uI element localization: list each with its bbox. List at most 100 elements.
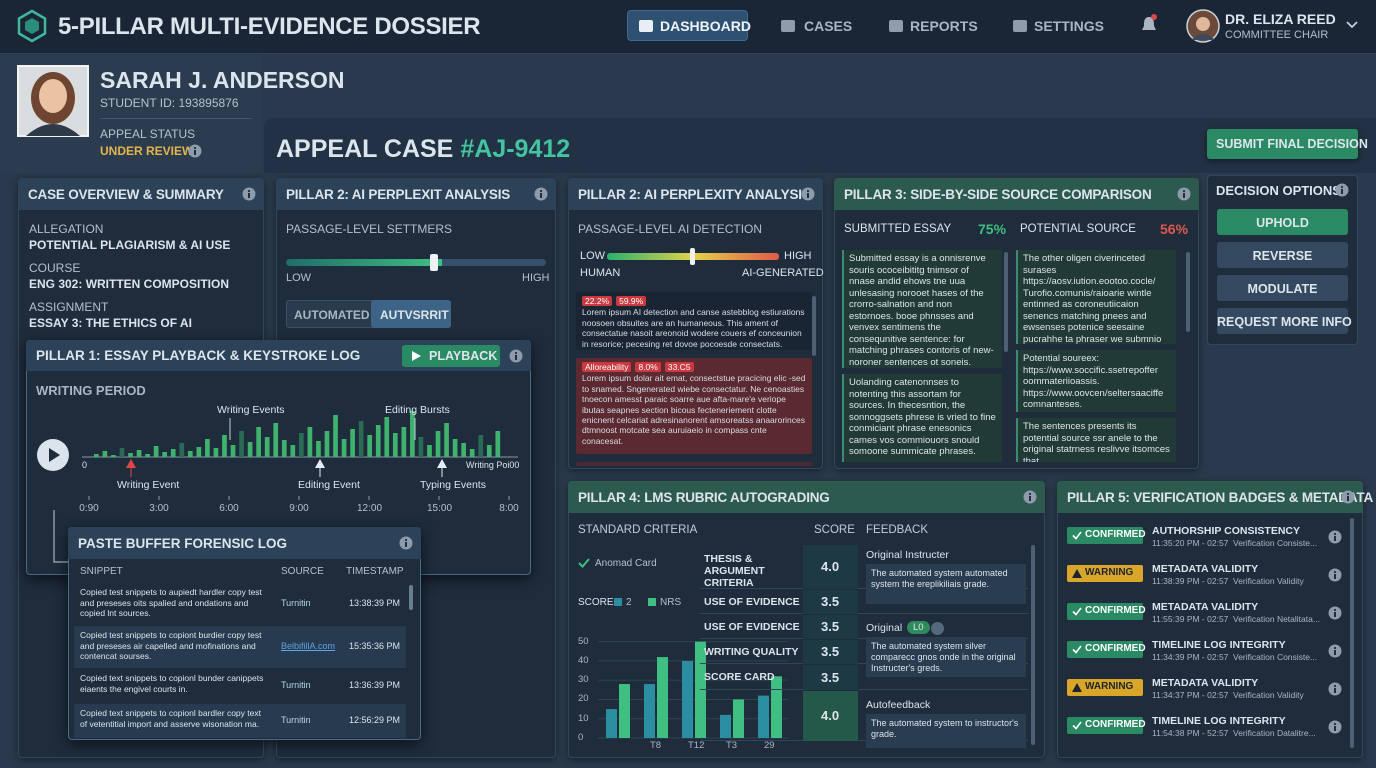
activity-bar bbox=[273, 423, 279, 457]
activity-bar bbox=[384, 417, 390, 457]
timestamp: 12:56:29 PM bbox=[349, 715, 401, 725]
activity-bar bbox=[290, 445, 296, 457]
info-stem bbox=[1334, 574, 1336, 579]
x-tick-label: 12:00 bbox=[357, 503, 383, 514]
avatar-body bbox=[1191, 34, 1215, 40]
x-tick-label: 9:00 bbox=[289, 503, 309, 514]
playback-button[interactable]: PLAYBACK bbox=[402, 345, 500, 367]
feedback-box: The automated system automated system th… bbox=[866, 564, 1026, 604]
x-tick-label: 15:00 bbox=[427, 503, 453, 514]
info-dot bbox=[1346, 492, 1350, 496]
info-dot bbox=[1333, 608, 1337, 612]
period-label: WRITING PERIOD bbox=[36, 383, 146, 398]
nav-icon-shape bbox=[639, 20, 653, 32]
status-badge: CONFIRMED bbox=[1067, 717, 1146, 734]
badge-icon bbox=[1072, 569, 1082, 578]
badge-icon bbox=[1072, 531, 1082, 540]
feedback-box: The automated system silver comparecc gn… bbox=[866, 637, 1026, 677]
panel-title: PILLAR 3: SIDE-BY-SIDE SOURCE COMPARISON bbox=[844, 187, 1152, 202]
decision-label: REQUEST MORE INFO bbox=[1217, 315, 1352, 329]
decision-button[interactable]: MODULATE bbox=[1217, 275, 1348, 301]
activity-bar bbox=[461, 443, 466, 457]
annotation: Typing Events bbox=[420, 479, 486, 491]
scale-low: LOW bbox=[580, 250, 606, 262]
info-stem bbox=[1334, 650, 1336, 655]
score: 4.0 bbox=[821, 559, 840, 574]
student-photo bbox=[17, 65, 89, 137]
nav-item[interactable]: SETTINGS bbox=[1034, 18, 1105, 34]
badge-icon bbox=[1072, 721, 1082, 730]
end-label: Writing Poi00 bbox=[466, 460, 520, 470]
nav-item[interactable]: REPORTS bbox=[910, 18, 978, 34]
flag: 22.2% bbox=[582, 296, 613, 307]
slider-knob[interactable] bbox=[430, 254, 438, 271]
activity-bar bbox=[94, 454, 99, 457]
bell-icon bbox=[1142, 14, 1157, 30]
item-title: METADATA VALIDITY bbox=[1152, 601, 1259, 613]
criterion: USE OF EVIDENCE bbox=[704, 621, 800, 633]
info-dot bbox=[1333, 570, 1337, 574]
field-value: ESSAY 3: THE ETHICS OF AI bbox=[29, 316, 192, 330]
slider-track[interactable] bbox=[286, 259, 546, 266]
info-icon bbox=[1328, 568, 1342, 582]
item-title: TIMELINE LOG INTEGRITY bbox=[1152, 639, 1286, 651]
info-icon bbox=[1341, 490, 1355, 504]
bar bbox=[657, 657, 668, 738]
annotation: Writing Events bbox=[217, 404, 285, 416]
activity-bar bbox=[170, 449, 176, 457]
feedback-tag: L0 bbox=[907, 621, 930, 634]
badge-label: CONFIRMED bbox=[1085, 529, 1146, 540]
activity-bar bbox=[444, 423, 449, 457]
panel-title: PILLAR 1: ESSAY PLAYBACK & KEYSTROKE LOG bbox=[36, 348, 361, 363]
info-stem bbox=[807, 193, 809, 198]
compare-column: The other oligen civerinceted surases ht… bbox=[1016, 250, 1182, 462]
activity-bar bbox=[486, 445, 492, 457]
decision-button[interactable]: REQUEST MORE INFO bbox=[1217, 308, 1352, 334]
info-dot bbox=[247, 189, 251, 193]
nav-item[interactable]: DASHBOARD bbox=[660, 18, 751, 34]
submit-button[interactable]: SUBMIT FINAL DECISION bbox=[1207, 129, 1368, 159]
detect-marker bbox=[690, 248, 695, 265]
nav-icon bbox=[781, 20, 795, 32]
card-label: Anomad Card bbox=[595, 558, 657, 569]
item-time: 11:55:39 PM - 02:57 bbox=[1152, 614, 1229, 624]
nav-item[interactable]: CASES bbox=[804, 18, 853, 34]
nav-icon-shape bbox=[781, 20, 795, 32]
badge-label: CONFIRMED bbox=[1085, 643, 1146, 654]
legend-name: NRS bbox=[660, 597, 682, 608]
decision-button[interactable]: REVERSE bbox=[1217, 242, 1348, 268]
info-dot bbox=[539, 189, 543, 193]
activity-bar bbox=[162, 452, 168, 457]
criterion: WRITING QUALITY bbox=[704, 646, 799, 658]
scrollbar bbox=[1186, 252, 1190, 332]
score-cell bbox=[803, 640, 858, 664]
activity-bar bbox=[410, 411, 415, 457]
legend-swatch bbox=[648, 598, 656, 606]
badge-icon bbox=[1072, 645, 1082, 654]
event-marker bbox=[126, 459, 136, 468]
log-row bbox=[74, 626, 406, 668]
column-heading: TIMESTAMP bbox=[346, 566, 404, 577]
toggle-active[interactable] bbox=[371, 300, 451, 328]
toggle-option[interactable]: AUTOMATED bbox=[294, 308, 370, 322]
toggle-option[interactable]: AUTVSRRIT bbox=[380, 308, 449, 322]
check-path bbox=[578, 558, 590, 568]
source: Turnitin bbox=[281, 680, 311, 690]
score-cell bbox=[803, 665, 858, 690]
item-title: AUTHORSHIP CONSISTENCY bbox=[1152, 525, 1300, 537]
item-time: 11:35:20 PM - 02:57 bbox=[1152, 538, 1229, 548]
compare-block: The sentences presents its potential sou… bbox=[1016, 418, 1176, 462]
x-tick-label: 29 bbox=[764, 740, 775, 751]
info-dot bbox=[1333, 722, 1337, 726]
score-cell bbox=[803, 691, 858, 741]
info-icon bbox=[242, 187, 256, 201]
activity-bar bbox=[350, 429, 355, 457]
app-title: 5-PILLAR MULTI-EVIDENCE DOSSIER bbox=[58, 13, 481, 40]
activity-bar bbox=[196, 447, 202, 457]
column-heading: SNIPPET bbox=[80, 566, 123, 577]
decision-button[interactable]: UPHOLD bbox=[1217, 209, 1348, 235]
info-dot bbox=[514, 351, 518, 355]
info-stem bbox=[405, 542, 407, 547]
source: BelbifillA.com bbox=[281, 641, 336, 651]
activity-bar bbox=[179, 443, 185, 457]
